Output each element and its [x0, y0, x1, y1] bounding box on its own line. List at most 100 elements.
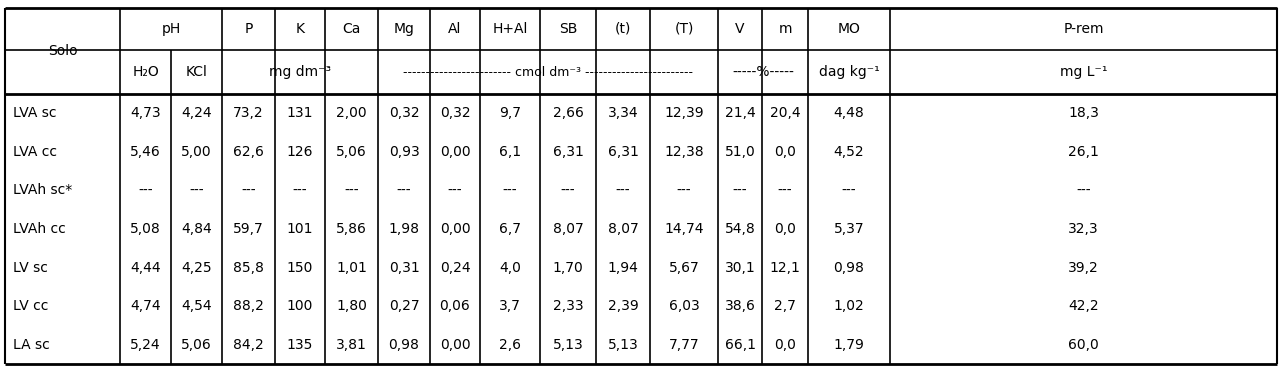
Text: 12,38: 12,38	[664, 145, 704, 159]
Text: 85,8: 85,8	[233, 260, 264, 275]
Text: 12,39: 12,39	[664, 106, 704, 120]
Text: (t): (t)	[615, 22, 631, 36]
Text: 4,24: 4,24	[181, 106, 212, 120]
Text: P: P	[245, 22, 253, 36]
Text: H₂O: H₂O	[132, 65, 159, 79]
Text: 54,8: 54,8	[724, 222, 755, 236]
Text: 0,0: 0,0	[774, 338, 796, 352]
Text: ---: ---	[842, 183, 856, 198]
Text: ---: ---	[677, 183, 691, 198]
Text: mg L⁻¹: mg L⁻¹	[1060, 65, 1108, 79]
Text: 12,1: 12,1	[769, 260, 800, 275]
Text: 0,31: 0,31	[388, 260, 419, 275]
Text: 84,2: 84,2	[233, 338, 264, 352]
Text: 126: 126	[287, 145, 313, 159]
Text: 73,2: 73,2	[233, 106, 264, 120]
Text: 14,74: 14,74	[664, 222, 704, 236]
Text: 100: 100	[287, 299, 313, 313]
Text: 32,3: 32,3	[1068, 222, 1099, 236]
Text: 4,52: 4,52	[833, 145, 864, 159]
Text: 88,2: 88,2	[233, 299, 264, 313]
Text: 39,2: 39,2	[1068, 260, 1099, 275]
Text: 2,33: 2,33	[553, 299, 583, 313]
Text: 1,80: 1,80	[336, 299, 367, 313]
Text: KCl: KCl	[186, 65, 208, 79]
Text: dag kg⁻¹: dag kg⁻¹	[819, 65, 879, 79]
Text: 4,0: 4,0	[499, 260, 520, 275]
Text: ------------------------ cmol⁣ dm⁻³ ------------------------: ------------------------ cmol⁣ dm⁻³ ----…	[403, 65, 694, 78]
Text: 30,1: 30,1	[724, 260, 755, 275]
Text: LVA sc: LVA sc	[13, 106, 56, 120]
Text: 0,24: 0,24	[440, 260, 470, 275]
Text: 5,24: 5,24	[131, 338, 160, 352]
Text: P-rem: P-rem	[1063, 22, 1104, 36]
Text: 4,48: 4,48	[833, 106, 864, 120]
Text: LVAh cc: LVAh cc	[13, 222, 65, 236]
Text: Ca: Ca	[342, 22, 360, 36]
Text: (T): (T)	[674, 22, 694, 36]
Text: 1,79: 1,79	[833, 338, 864, 352]
Text: 3,7: 3,7	[499, 299, 520, 313]
Text: 62,6: 62,6	[233, 145, 264, 159]
Text: 20,4: 20,4	[769, 106, 800, 120]
Text: 131: 131	[287, 106, 313, 120]
Text: 5,46: 5,46	[131, 145, 160, 159]
Text: 6,1: 6,1	[499, 145, 520, 159]
Text: 4,54: 4,54	[181, 299, 212, 313]
Text: 0,93: 0,93	[388, 145, 419, 159]
Text: LA sc: LA sc	[13, 338, 50, 352]
Text: -----%-----: -----%-----	[732, 65, 794, 79]
Text: 5,37: 5,37	[833, 222, 864, 236]
Text: 3,81: 3,81	[336, 338, 367, 352]
Text: 0,98: 0,98	[833, 260, 864, 275]
Text: 4,84: 4,84	[181, 222, 212, 236]
Text: 5,06: 5,06	[181, 338, 212, 352]
Text: 0,0: 0,0	[774, 145, 796, 159]
Text: 1,01: 1,01	[336, 260, 367, 275]
Text: ---: ---	[503, 183, 518, 198]
Text: SB: SB	[559, 22, 577, 36]
Text: V: V	[736, 22, 745, 36]
Text: pH: pH	[162, 22, 181, 36]
Text: 4,73: 4,73	[131, 106, 160, 120]
Text: 6,31: 6,31	[553, 145, 583, 159]
Text: 42,2: 42,2	[1068, 299, 1099, 313]
Text: 5,08: 5,08	[131, 222, 160, 236]
Text: LV sc: LV sc	[13, 260, 47, 275]
Text: LVA cc: LVA cc	[13, 145, 56, 159]
Text: 3,34: 3,34	[608, 106, 638, 120]
Text: 5,06: 5,06	[336, 145, 367, 159]
Text: H+Al: H+Al	[492, 22, 528, 36]
Text: 5,86: 5,86	[336, 222, 367, 236]
Text: 51,0: 51,0	[724, 145, 755, 159]
Text: 0,00: 0,00	[440, 338, 470, 352]
Text: 26,1: 26,1	[1068, 145, 1099, 159]
Text: 135: 135	[287, 338, 313, 352]
Text: ---: ---	[778, 183, 792, 198]
Text: ---: ---	[615, 183, 631, 198]
Text: 1,98: 1,98	[388, 222, 419, 236]
Text: 1,94: 1,94	[608, 260, 638, 275]
Text: 2,7: 2,7	[774, 299, 796, 313]
Text: 7,77: 7,77	[669, 338, 699, 352]
Text: ---: ---	[447, 183, 463, 198]
Text: 8,07: 8,07	[553, 222, 583, 236]
Text: 2,39: 2,39	[608, 299, 638, 313]
Text: ---: ---	[138, 183, 153, 198]
Text: 5,00: 5,00	[181, 145, 212, 159]
Text: ---: ---	[344, 183, 359, 198]
Text: 9,7: 9,7	[499, 106, 520, 120]
Text: LVAh sc*: LVAh sc*	[13, 183, 72, 198]
Text: 0,06: 0,06	[440, 299, 470, 313]
Text: 4,74: 4,74	[131, 299, 160, 313]
Text: ---: ---	[733, 183, 747, 198]
Text: 0,32: 0,32	[388, 106, 419, 120]
Text: 0,00: 0,00	[440, 222, 470, 236]
Text: 21,4: 21,4	[724, 106, 755, 120]
Text: MO: MO	[837, 22, 860, 36]
Text: ---: ---	[190, 183, 204, 198]
Text: ---: ---	[560, 183, 576, 198]
Text: 6,03: 6,03	[669, 299, 700, 313]
Text: ---: ---	[241, 183, 256, 198]
Text: 1,70: 1,70	[553, 260, 583, 275]
